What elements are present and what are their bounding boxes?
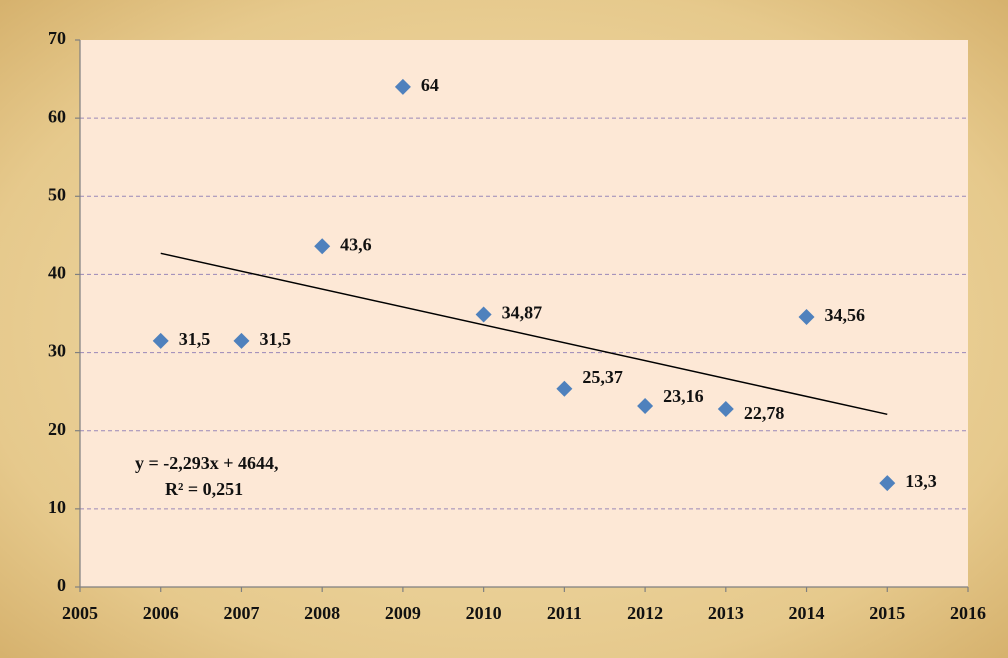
data-label: 64 xyxy=(421,75,439,95)
marker xyxy=(475,306,492,323)
marker xyxy=(233,332,250,349)
y-tick-label: 20 xyxy=(48,419,66,439)
marker xyxy=(717,400,734,417)
x-tick-label: 2007 xyxy=(223,603,259,623)
y-tick-label: 70 xyxy=(48,28,66,48)
y-tick-label: 50 xyxy=(48,184,66,204)
x-tick-label: 2014 xyxy=(789,603,825,623)
marker xyxy=(637,398,654,415)
x-tick-label: 2009 xyxy=(385,603,421,623)
trendline xyxy=(160,252,888,416)
y-tick-label: 30 xyxy=(48,341,66,361)
x-tick-label: 2008 xyxy=(304,603,340,623)
x-tick-label: 2016 xyxy=(950,603,986,623)
annotation: y = -2,293x + 4644, xyxy=(135,453,279,473)
y-tick-label: 0 xyxy=(57,575,66,595)
x-tick-label: 2012 xyxy=(627,603,663,623)
marker xyxy=(556,380,573,397)
x-tick-label: 2015 xyxy=(869,603,905,623)
marker xyxy=(879,475,896,492)
marker xyxy=(394,78,411,95)
data-label: 31,5 xyxy=(179,329,211,349)
marker xyxy=(314,238,331,255)
x-tick-label: 2005 xyxy=(62,603,98,623)
data-label: 43,6 xyxy=(340,234,372,254)
data-label: 23,16 xyxy=(663,386,704,406)
marker xyxy=(798,308,815,325)
plot-area xyxy=(80,40,968,587)
data-label: 34,87 xyxy=(502,303,543,323)
x-tick-label: 2013 xyxy=(708,603,744,623)
x-tick-label: 2011 xyxy=(547,603,582,623)
x-tick-label: 2006 xyxy=(143,603,179,623)
y-tick-label: 40 xyxy=(48,263,66,283)
data-label: 22,78 xyxy=(744,403,785,423)
y-tick-label: 60 xyxy=(48,106,66,126)
data-label: 13,3 xyxy=(905,471,937,491)
data-label: 25,37 xyxy=(582,367,623,387)
x-tick-label: 2010 xyxy=(466,603,502,623)
data-label: 31,5 xyxy=(259,329,291,349)
annotation: R² = 0,251 xyxy=(165,479,243,499)
marker xyxy=(152,332,169,349)
y-tick-label: 10 xyxy=(48,497,66,517)
data-label: 34,56 xyxy=(825,305,866,325)
